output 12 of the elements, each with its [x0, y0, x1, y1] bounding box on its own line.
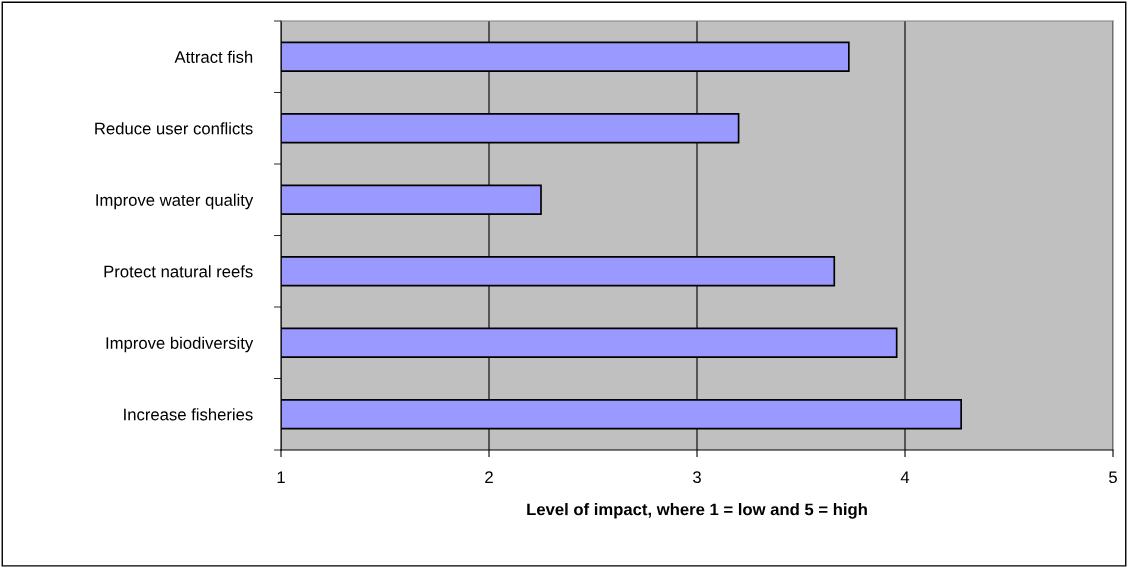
x-axis-title: Level of impact, where 1 = low and 5 = high	[527, 503, 867, 519]
y-tick-label: Attract fish	[174, 50, 253, 63]
x-tick-label: 3	[693, 471, 701, 484]
y-tick-label: Reduce user conflicts	[95, 122, 253, 135]
y-tick-label: Improve biodiversity	[106, 336, 254, 353]
y-tick-label: Protect natural reefs	[104, 265, 253, 278]
x-tick-label: 5	[1109, 471, 1117, 484]
x-tick-label: 2	[485, 471, 493, 483]
y-tick-label: Increase fisheries	[124, 408, 253, 421]
x-tick-label: 4	[900, 471, 910, 483]
x-tick-label: 1	[277, 471, 285, 483]
y-tick-label: Improve water quality	[96, 193, 254, 210]
